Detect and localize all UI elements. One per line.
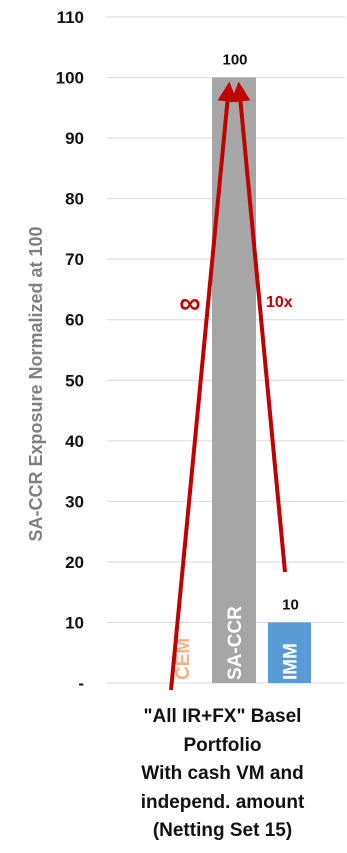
y-tick-label: 50 (65, 371, 84, 390)
y-tick-label: 100 (56, 69, 84, 88)
y-tick-label: 60 (65, 311, 84, 330)
growth-arrow-label: ∞ (179, 287, 200, 320)
y-tick-label: 110 (57, 8, 84, 27)
x-axis-label-line: (Netting Set 15) (152, 820, 293, 841)
y-tick-label: - (78, 674, 84, 693)
x-axis-label: "All IR+FX" Basel Portfolio With cash VM a… (100, 703, 345, 846)
growth-arrow (169, 81, 238, 691)
y-tick-label: 20 (65, 553, 84, 572)
growth-arrow (230, 81, 287, 573)
y-tick-labels: - 10 20 30 40 50 60 70 80 90 100 110 (56, 8, 84, 693)
y-axis-label: SA-CCR Exposure Normalized at 100 (26, 226, 46, 541)
y-tick-label: 70 (65, 250, 84, 269)
x-axis-label-line: With cash VM and (141, 763, 304, 784)
x-axis-label-line: independ. amount (140, 791, 305, 813)
x-axis-label-line: "All IR+FX" Basel (143, 706, 302, 727)
bar-category-label: SA-CCR (225, 606, 246, 680)
y-tick-label: 80 (65, 190, 84, 209)
y-tick-label: 40 (65, 432, 84, 451)
bar (212, 77, 256, 683)
data-label: 10 (282, 596, 299, 613)
bar-category-label: IMM (281, 643, 302, 680)
data-label: 100 (222, 52, 247, 69)
growth-arrow-label: 10x (266, 294, 293, 311)
y-tick-label: 10 (65, 613, 84, 632)
data-labels: 100 10 (222, 52, 298, 614)
growth-arrows: ∞ 10x (169, 81, 293, 691)
x-axis-label-line: Portfolio (183, 734, 262, 756)
y-tick-label: 30 (65, 492, 84, 511)
y-tick-label: 90 (65, 129, 84, 148)
bar (268, 622, 311, 683)
bar-category-labels: CEM SA-CCR IMM (173, 606, 302, 680)
bar-category-label: CEM (173, 638, 194, 680)
